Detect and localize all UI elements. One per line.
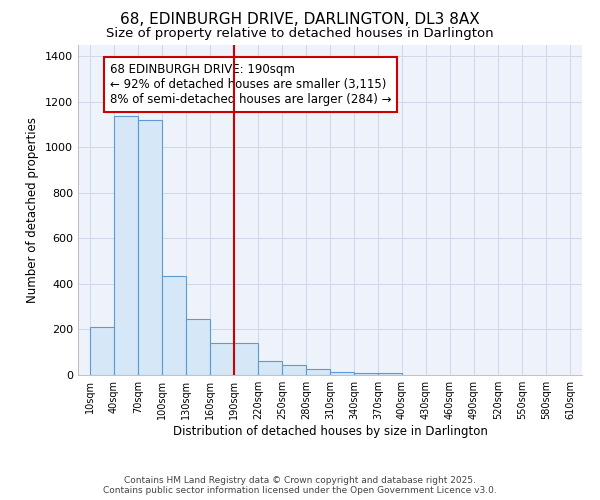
- Bar: [210, 343, 234, 375]
- Bar: [330, 372, 354, 375]
- Text: Contains HM Land Registry data © Crown copyright and database right 2025.
Contai: Contains HM Land Registry data © Crown c…: [103, 476, 497, 495]
- Bar: [354, 372, 378, 375]
- Y-axis label: Number of detached properties: Number of detached properties: [26, 117, 40, 303]
- Bar: [186, 319, 210, 375]
- Bar: [114, 116, 138, 375]
- Bar: [162, 276, 186, 375]
- Text: 68 EDINBURGH DRIVE: 190sqm
← 92% of detached houses are smaller (3,115)
8% of se: 68 EDINBURGH DRIVE: 190sqm ← 92% of deta…: [110, 63, 392, 106]
- Bar: [90, 327, 114, 375]
- X-axis label: Distribution of detached houses by size in Darlington: Distribution of detached houses by size …: [173, 425, 487, 438]
- Bar: [378, 372, 402, 375]
- Bar: [306, 370, 330, 375]
- Bar: [234, 343, 258, 375]
- Bar: [258, 362, 282, 375]
- Bar: [282, 365, 306, 375]
- Bar: [138, 120, 162, 375]
- Text: 68, EDINBURGH DRIVE, DARLINGTON, DL3 8AX: 68, EDINBURGH DRIVE, DARLINGTON, DL3 8AX: [120, 12, 480, 28]
- Text: Size of property relative to detached houses in Darlington: Size of property relative to detached ho…: [106, 28, 494, 40]
